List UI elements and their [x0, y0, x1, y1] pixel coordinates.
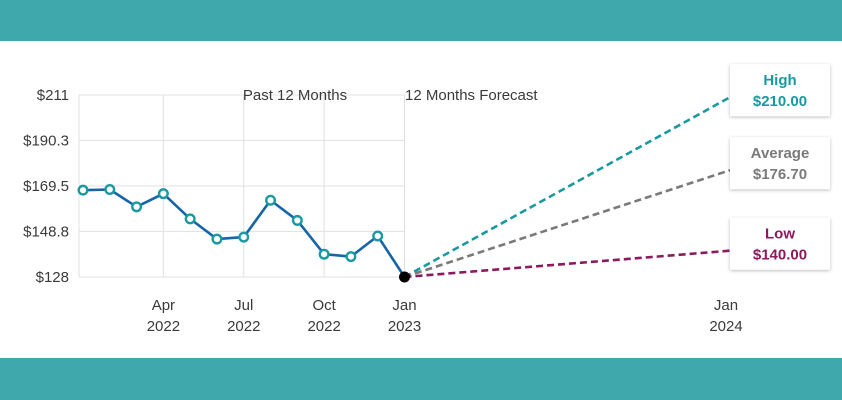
y-tick-label: $211: [37, 87, 69, 104]
forecast-box-high[interactable]: High $210.00: [730, 64, 830, 117]
x-tick-month: Oct: [312, 297, 336, 314]
forecast-line-average: [404, 168, 731, 279]
forecast-label-high: High: [763, 72, 796, 89]
forecast-box-average[interactable]: Average $176.70: [730, 137, 830, 190]
forecast-line-low: [404, 249, 731, 279]
current-price-point[interactable]: [399, 271, 410, 283]
forecast-line-high: [403, 96, 731, 279]
x-tick-year: 2022: [147, 318, 180, 335]
x-tick-year: 2023: [388, 318, 421, 335]
y-tick-label: $169.5: [23, 178, 69, 195]
x-tick-month: Jul: [234, 297, 253, 314]
period-label-forecast: 12 Months Forecast: [405, 87, 538, 104]
y-tick-label: $148.8: [23, 223, 69, 240]
x-tick-month: Apr: [152, 297, 175, 314]
top-band: [0, 0, 842, 41]
history-point[interactable]: [238, 231, 250, 243]
history-point[interactable]: [77, 184, 89, 196]
y-tick-label: $128: [36, 269, 69, 286]
x-tick-year: 2022: [227, 318, 260, 335]
history-point[interactable]: [104, 184, 116, 196]
x-tick-year: 2024: [709, 318, 742, 335]
forecast-value-high: $210.00: [753, 93, 807, 110]
history-point[interactable]: [372, 230, 384, 242]
forecast-label-low: Low: [765, 226, 795, 243]
history-point[interactable]: [345, 251, 357, 263]
forecast-value-average: $176.70: [753, 166, 807, 183]
history-point[interactable]: [131, 201, 143, 213]
y-tick-label: $190.3: [23, 132, 69, 149]
history-point[interactable]: [211, 233, 223, 245]
history-point[interactable]: [184, 213, 196, 225]
price-forecast-chart: $211 $190.3 $169.5 $148.8 $128 Apr 2022 Jul 2022…: [23, 64, 830, 335]
x-tick-month: Jan: [714, 297, 738, 314]
forecast-value-low: $140.00: [753, 247, 807, 264]
forecast-box-low[interactable]: Low $140.00: [730, 217, 830, 270]
x-tick-month: Jan: [392, 297, 416, 314]
forecast-box-bg: [730, 64, 830, 117]
forecast-box-bg: [730, 217, 830, 270]
history-point[interactable]: [291, 214, 303, 226]
history-point[interactable]: [318, 248, 330, 260]
x-tick-year: 2022: [307, 318, 340, 335]
history-point[interactable]: [265, 194, 277, 206]
forecast-box-bg: [730, 137, 830, 190]
period-label-past: Past 12 Months: [243, 87, 347, 104]
history-point[interactable]: [157, 188, 169, 200]
bottom-band: [0, 358, 842, 400]
forecast-label-average: Average: [751, 145, 810, 162]
